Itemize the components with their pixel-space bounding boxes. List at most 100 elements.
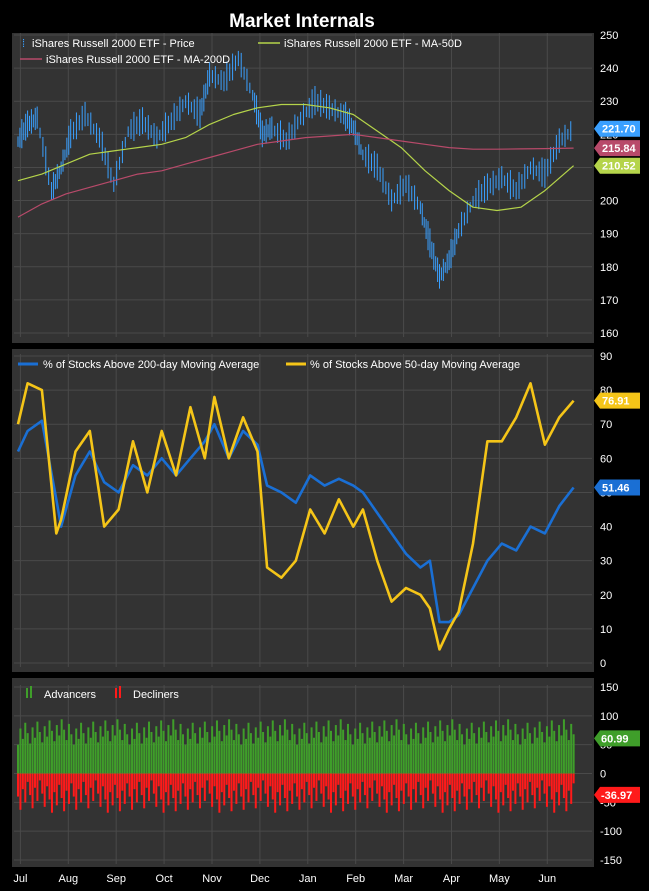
advancers-bar [376, 742, 379, 774]
advancers-bar [359, 722, 362, 774]
advancers-bar [373, 731, 376, 774]
advancers-bar [461, 734, 464, 774]
advancers-bar [172, 719, 175, 774]
y-tick-label: 40 [600, 522, 612, 534]
advancers-bar [414, 722, 417, 774]
advancers-bar [198, 727, 201, 774]
advancers-bar [223, 725, 226, 774]
decliners-bar [220, 773, 223, 793]
y-tick-label: 70 [600, 419, 612, 431]
decliners-bar [485, 773, 488, 781]
x-tick-label: Jan [299, 873, 317, 885]
decliners-bar [177, 773, 180, 791]
advancers-bar [378, 726, 381, 774]
decliners-bar [378, 773, 381, 807]
decliners-bar [276, 773, 279, 793]
advancers-bar [550, 720, 553, 774]
advancers-bar [395, 719, 398, 774]
decliners-bar [545, 773, 548, 807]
advancers-bar [380, 736, 383, 774]
advancers-bar [390, 725, 393, 774]
decliners-bar [305, 773, 308, 782]
advancers-last-badge: 60.99 [594, 730, 640, 747]
decliners-bar [368, 773, 371, 788]
advancers-bar [232, 740, 235, 774]
decliners-bar [262, 773, 265, 781]
decliners-bar [417, 773, 420, 782]
advancers-bar [412, 738, 415, 774]
decliners-bar [439, 773, 442, 800]
advancers-bar [531, 743, 534, 774]
decliners-bar [550, 773, 553, 800]
advancers-bar [354, 728, 357, 774]
decliners-bar [521, 773, 524, 810]
decliners-bar [201, 773, 204, 788]
advancers-bar [553, 730, 556, 774]
advancers-bar [266, 726, 269, 774]
advancers-bar-icon [26, 688, 28, 698]
advancers-bar [194, 733, 197, 774]
y-tick-label: 200 [600, 196, 618, 208]
advancers-bar [405, 734, 408, 774]
series-line [17, 103, 574, 212]
decliners-bar [436, 773, 439, 787]
decliners-bar [492, 773, 495, 787]
decliners-bar [121, 773, 124, 791]
advancers-bar [494, 720, 497, 774]
advancers-bar [334, 725, 337, 774]
advancers-bar [385, 730, 388, 774]
advancers-bar [116, 719, 119, 774]
advancers-bar [427, 721, 430, 774]
decliners-bar [288, 773, 291, 791]
x-tick-label: Dec [250, 873, 270, 885]
advancers-bar [50, 730, 53, 774]
badge-shape [594, 140, 640, 157]
decliners-bar [397, 773, 400, 812]
decliners-bar [211, 773, 214, 807]
advancers-bar [327, 720, 330, 774]
advancers-bar [286, 729, 289, 774]
advancers-bar [473, 733, 476, 774]
decliners-bar [118, 773, 121, 812]
advancers-bar [65, 740, 68, 774]
advancers-bar [269, 736, 272, 774]
decliners-bar [327, 773, 330, 800]
decliners-bar [259, 773, 262, 801]
badge-shape [594, 157, 640, 174]
x-tick-label: Jul [13, 873, 27, 885]
price-bar-icon: ⁞ [22, 38, 25, 50]
y-tick-label: 170 [600, 295, 618, 307]
advancers-bar [366, 727, 369, 774]
decliners-bar [373, 773, 376, 781]
advancers-bar [249, 733, 252, 774]
decliners-bar [322, 773, 325, 807]
advancers-bar [155, 726, 158, 774]
decliners-bar [456, 773, 459, 791]
advancers-bar [485, 731, 488, 774]
x-tick-label: Aug [59, 873, 79, 885]
decliners-bar [376, 773, 379, 794]
decliners-bar [157, 773, 160, 787]
decliners-bar [504, 773, 507, 785]
advancers-bar [237, 734, 240, 774]
advancers-bar [121, 740, 124, 774]
advancers-bar [351, 744, 354, 774]
x-tick-label: Mar [394, 873, 413, 885]
advancers-bar [19, 728, 22, 774]
advancers-bar [240, 744, 243, 774]
decliners-bar [538, 773, 541, 801]
decliners-bar [274, 773, 277, 813]
decliners-bar [283, 773, 286, 799]
advancers-bar [446, 725, 449, 774]
advdec-series-group [17, 719, 575, 813]
y-tick-label: 30 [600, 556, 612, 568]
decliners-bar [475, 773, 478, 796]
decliners-bar [329, 773, 332, 813]
advancers-bar [339, 719, 342, 774]
decliners-bar [60, 773, 63, 799]
advancers-bar [38, 731, 41, 774]
breadth-grid [14, 354, 592, 667]
x-tick-label: Nov [202, 873, 222, 885]
advancers-bar [541, 731, 544, 774]
decliners-bar [390, 773, 393, 806]
